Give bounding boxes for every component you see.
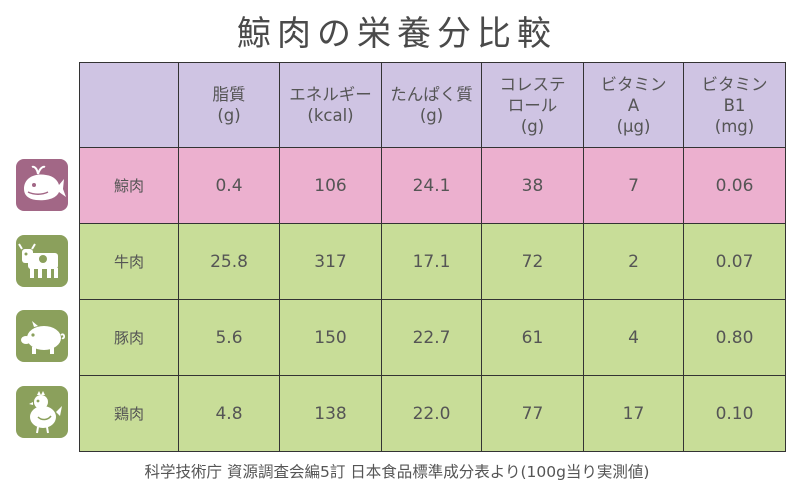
table-cell: 5.6 xyxy=(178,299,280,376)
header-cell-vitamin-b1: ビタミン B1 (mg) xyxy=(683,62,786,148)
table-cell: 7 xyxy=(583,147,684,224)
nutrition-table: 脂質 (g) エネルギー (kcal) たんぱく質 (g) コレステ ロール (… xyxy=(79,62,786,452)
table-cell: 0.4 xyxy=(178,147,280,224)
table-row: 鶏肉 4.8 138 22.0 77 17 0.10 xyxy=(79,375,786,452)
header-row: 脂質 (g) エネルギー (kcal) たんぱく質 (g) コレステ ロール (… xyxy=(79,62,786,148)
table-cell: 61 xyxy=(481,299,584,376)
table-cell: 22.0 xyxy=(381,375,482,452)
table-cell: 0.80 xyxy=(683,299,786,376)
row-name-whale: 鯨肉 xyxy=(79,147,179,224)
cow-icon xyxy=(16,235,68,287)
table-row: 豚肉 5.6 150 22.7 61 4 0.80 xyxy=(79,299,786,376)
row-name-beef: 牛肉 xyxy=(79,223,179,300)
header-cell-energy: エネルギー (kcal) xyxy=(279,62,382,148)
table-cell: 4 xyxy=(583,299,684,376)
table-cell: 17 xyxy=(583,375,684,452)
table-cell: 22.7 xyxy=(381,299,482,376)
header-cell-blank xyxy=(79,62,179,148)
page-title: 鯨肉の栄養分比較 xyxy=(237,14,557,54)
table-row: 牛肉 25.8 317 17.1 72 2 0.07 xyxy=(79,223,786,300)
source-note: 科学技術庁 資源調査会編5訂 日本食品標準成分表より(100g当り実測値) xyxy=(144,463,650,481)
table-cell: 2 xyxy=(583,223,684,300)
header-cell-protein: たんぱく質 (g) xyxy=(381,62,482,148)
whale-icon xyxy=(16,159,68,211)
table-cell: 24.1 xyxy=(381,147,482,224)
table-cell: 0.07 xyxy=(683,223,786,300)
table-cell: 17.1 xyxy=(381,223,482,300)
table-row: 鯨肉 0.4 106 24.1 38 7 0.06 xyxy=(79,147,786,224)
table-cell: 77 xyxy=(481,375,584,452)
table-cell: 25.8 xyxy=(178,223,280,300)
chicken-icon xyxy=(16,386,68,438)
table-cell: 4.8 xyxy=(178,375,280,452)
header-cell-vitamin-a: ビタミン A (μg) xyxy=(583,62,684,148)
table-cell: 150 xyxy=(279,299,382,376)
table-cell: 0.10 xyxy=(683,375,786,452)
pig-icon xyxy=(16,310,68,362)
table-cell: 138 xyxy=(279,375,382,452)
header-cell-fat: 脂質 (g) xyxy=(178,62,280,148)
table-cell: 106 xyxy=(279,147,382,224)
table-cell: 0.06 xyxy=(683,147,786,224)
row-name-pork: 豚肉 xyxy=(79,299,179,376)
table-cell: 317 xyxy=(279,223,382,300)
table-cell: 72 xyxy=(481,223,584,300)
table-cell: 38 xyxy=(481,147,584,224)
row-name-chicken: 鶏肉 xyxy=(79,375,179,452)
header-cell-cholesterol: コレステ ロール (g) xyxy=(481,62,584,148)
